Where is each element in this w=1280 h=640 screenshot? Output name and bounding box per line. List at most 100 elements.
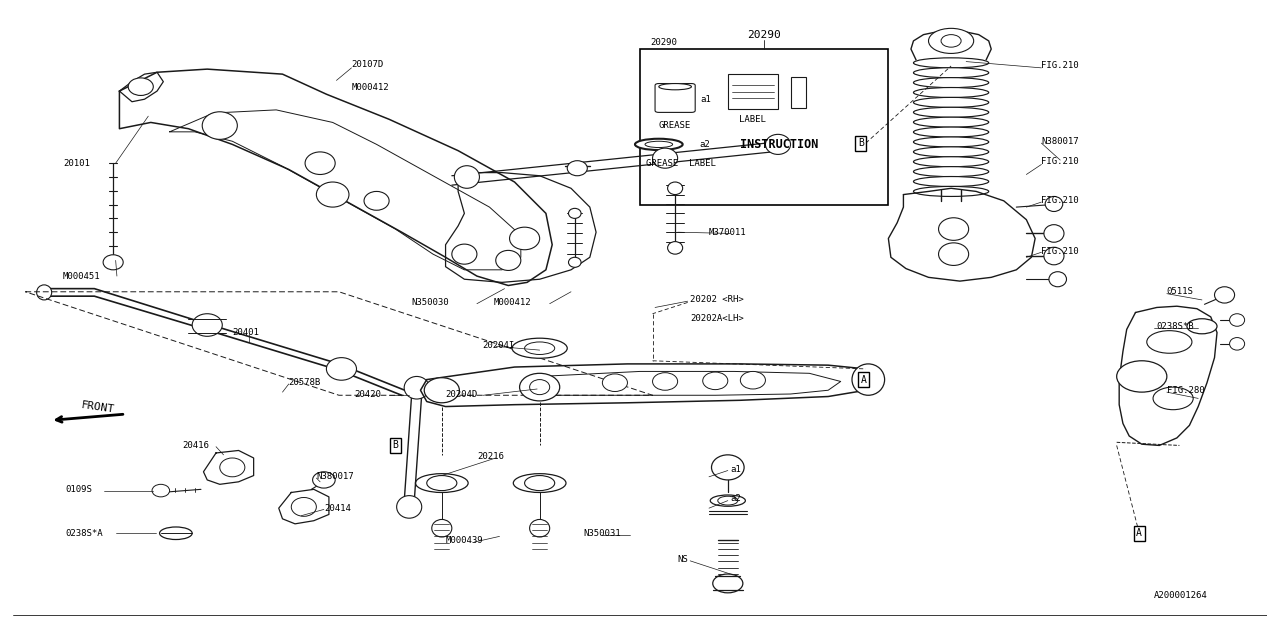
Ellipse shape	[567, 161, 588, 176]
Ellipse shape	[416, 474, 468, 493]
Text: GREASE: GREASE	[659, 121, 691, 130]
Text: a1: a1	[700, 95, 710, 104]
Ellipse shape	[740, 371, 765, 389]
Text: 0238S*B: 0238S*B	[1157, 322, 1194, 331]
Ellipse shape	[525, 476, 554, 491]
Text: INSTRUCTION: INSTRUCTION	[740, 138, 819, 151]
Ellipse shape	[635, 139, 682, 150]
Text: 20216: 20216	[477, 452, 504, 461]
Ellipse shape	[160, 527, 192, 540]
Text: M000412: M000412	[352, 83, 389, 92]
Text: M000451: M000451	[63, 271, 101, 280]
Ellipse shape	[202, 112, 237, 140]
Text: A: A	[860, 374, 867, 385]
Ellipse shape	[397, 495, 421, 518]
Text: B: B	[393, 440, 398, 451]
Text: A200001264: A200001264	[1155, 591, 1208, 600]
Ellipse shape	[568, 209, 581, 218]
Ellipse shape	[525, 376, 554, 398]
Ellipse shape	[668, 241, 682, 254]
Ellipse shape	[712, 455, 744, 480]
Ellipse shape	[653, 148, 677, 168]
Ellipse shape	[530, 520, 549, 537]
Ellipse shape	[713, 574, 742, 593]
Ellipse shape	[703, 372, 728, 390]
Ellipse shape	[364, 191, 389, 210]
Ellipse shape	[938, 218, 969, 241]
Ellipse shape	[938, 243, 969, 266]
FancyBboxPatch shape	[655, 84, 695, 113]
Text: 20202 <RH>: 20202 <RH>	[690, 296, 744, 305]
Ellipse shape	[104, 255, 123, 270]
Bar	[728, 74, 778, 109]
Ellipse shape	[431, 520, 452, 537]
Text: 20290: 20290	[650, 38, 677, 47]
Ellipse shape	[941, 35, 961, 47]
Text: 0109S: 0109S	[65, 485, 92, 494]
Text: FRONT: FRONT	[81, 401, 115, 415]
Text: 20101: 20101	[63, 159, 90, 168]
Text: A: A	[1137, 528, 1142, 538]
Ellipse shape	[513, 474, 566, 493]
Ellipse shape	[914, 166, 988, 177]
Text: N350030: N350030	[412, 298, 449, 307]
Ellipse shape	[152, 484, 170, 497]
Ellipse shape	[659, 84, 691, 90]
Ellipse shape	[668, 182, 682, 195]
Ellipse shape	[426, 476, 457, 491]
Ellipse shape	[914, 58, 988, 68]
Ellipse shape	[192, 314, 223, 336]
Text: 20420: 20420	[355, 390, 381, 399]
Ellipse shape	[914, 127, 988, 137]
Text: FIG.210: FIG.210	[1042, 246, 1079, 255]
Ellipse shape	[1187, 319, 1217, 334]
Bar	[791, 77, 805, 108]
Ellipse shape	[1230, 314, 1244, 326]
Ellipse shape	[1147, 331, 1192, 353]
Text: a2: a2	[699, 140, 709, 149]
Ellipse shape	[603, 374, 627, 392]
Text: 20204D: 20204D	[445, 390, 477, 399]
Ellipse shape	[914, 186, 988, 196]
Ellipse shape	[452, 244, 477, 264]
Ellipse shape	[530, 380, 549, 395]
Ellipse shape	[512, 338, 567, 358]
Text: N380017: N380017	[1042, 137, 1079, 146]
Text: 20414: 20414	[324, 504, 351, 513]
Ellipse shape	[128, 78, 154, 95]
Ellipse shape	[914, 77, 988, 88]
Ellipse shape	[914, 68, 988, 77]
Ellipse shape	[914, 108, 988, 117]
Ellipse shape	[914, 137, 988, 147]
Text: 20416: 20416	[182, 441, 209, 450]
Text: a2: a2	[731, 494, 741, 503]
Text: 0511S: 0511S	[1167, 287, 1194, 296]
Ellipse shape	[509, 227, 540, 250]
Text: 20401: 20401	[233, 328, 259, 337]
Ellipse shape	[220, 458, 244, 477]
Text: 20578B: 20578B	[289, 378, 321, 387]
Ellipse shape	[1048, 272, 1066, 287]
Text: 20107D: 20107D	[352, 60, 384, 68]
Ellipse shape	[37, 285, 51, 300]
Text: 0238S*A: 0238S*A	[65, 529, 104, 538]
Text: M000439: M000439	[445, 536, 483, 545]
Ellipse shape	[1116, 361, 1167, 392]
Ellipse shape	[312, 472, 335, 488]
Text: FIG.210: FIG.210	[1042, 157, 1079, 166]
Ellipse shape	[914, 177, 988, 186]
Ellipse shape	[316, 182, 349, 207]
Ellipse shape	[424, 378, 460, 403]
Ellipse shape	[914, 117, 988, 127]
Text: NS: NS	[677, 555, 689, 564]
Ellipse shape	[305, 152, 335, 175]
Ellipse shape	[1215, 287, 1235, 303]
Ellipse shape	[718, 496, 737, 505]
Ellipse shape	[568, 257, 581, 268]
Ellipse shape	[1044, 247, 1064, 265]
Text: FIG.280: FIG.280	[1167, 386, 1204, 395]
Ellipse shape	[653, 372, 677, 390]
Ellipse shape	[404, 376, 429, 399]
Ellipse shape	[1153, 387, 1193, 410]
Ellipse shape	[525, 342, 554, 355]
